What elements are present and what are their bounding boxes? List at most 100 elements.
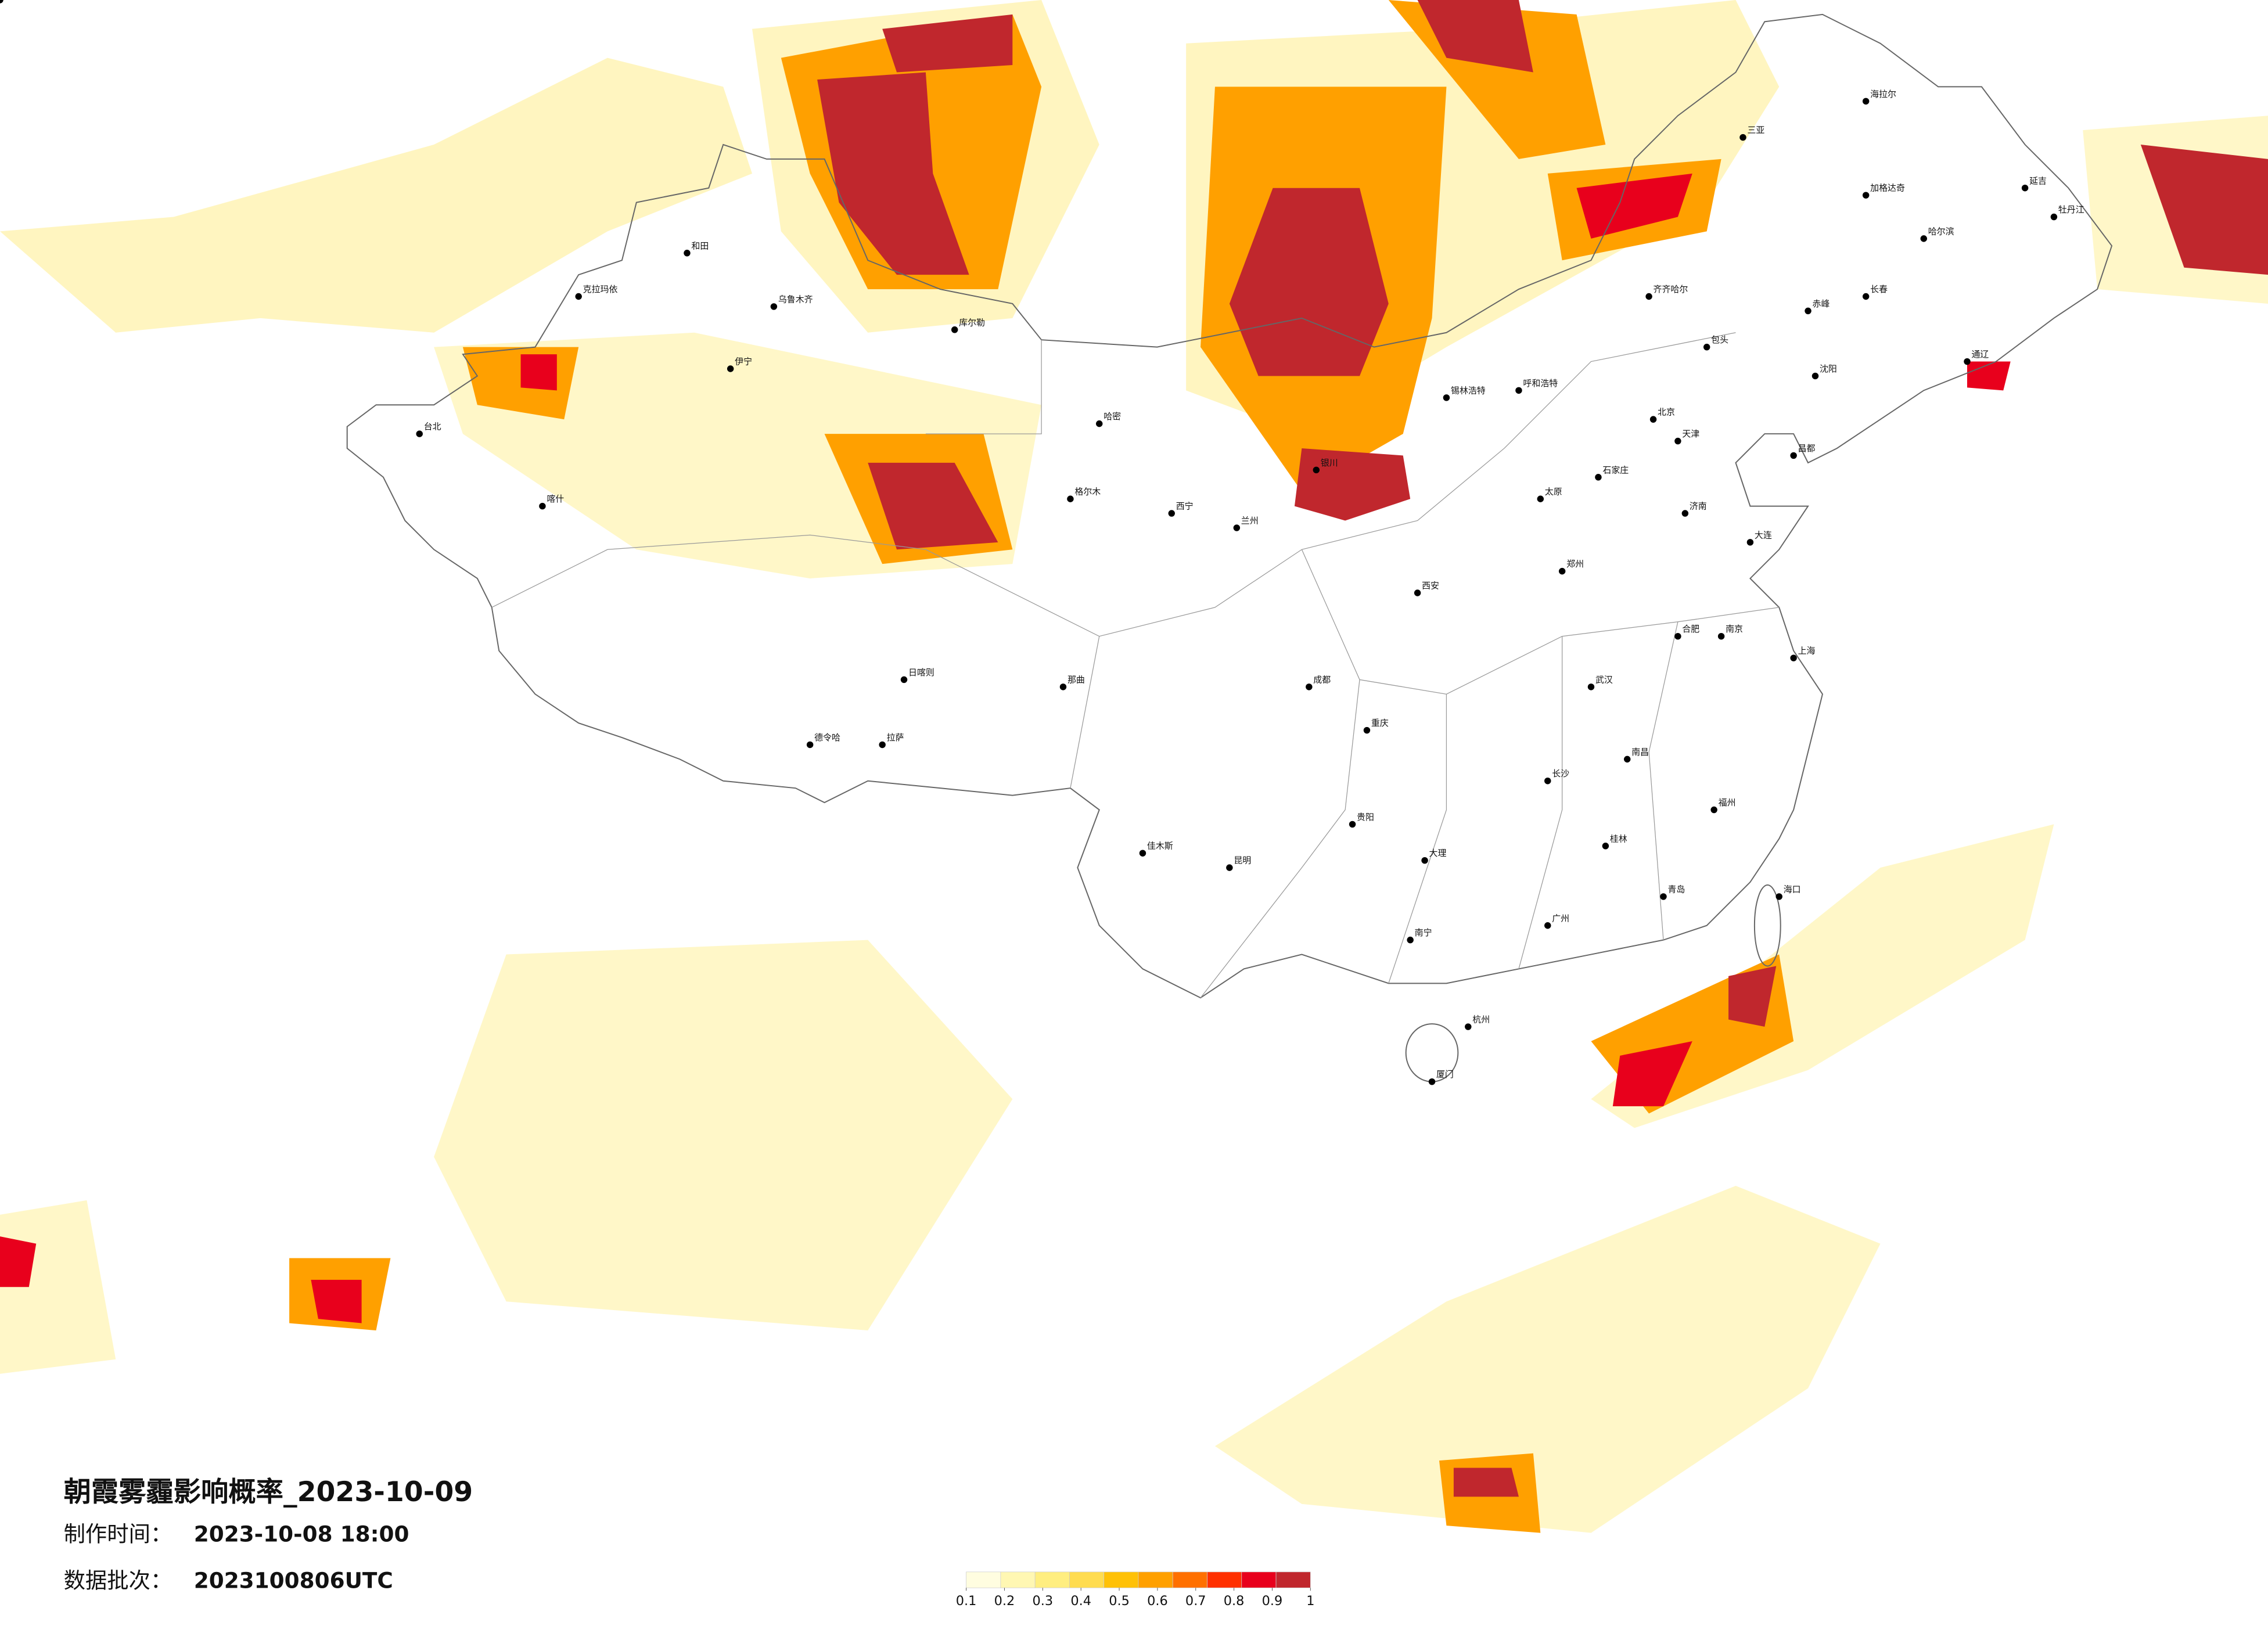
- legend-swatch: [966, 1571, 1001, 1588]
- city-dot: [1717, 632, 1725, 640]
- city-dot: [1595, 474, 1602, 481]
- city-dot: [1233, 524, 1241, 531]
- city-label: 包头: [1711, 334, 1728, 345]
- city-dot: [1624, 756, 1631, 763]
- city-label: 延吉: [2029, 175, 2047, 186]
- haze-area: [1294, 448, 1411, 521]
- city-dot: [1862, 98, 1870, 105]
- city-label: 海口: [1784, 884, 1801, 894]
- city-dot: [416, 430, 423, 437]
- city-dot: [1414, 589, 1421, 596]
- city-dot: [1421, 857, 1428, 864]
- city-dot: [1649, 416, 1657, 423]
- boundaries: [346, 13, 2113, 1082]
- city-dot: [1645, 293, 1652, 300]
- haze-area: [1417, 0, 1533, 73]
- legend-tick-label: 0.4: [1070, 1593, 1091, 1609]
- city-label: 伊宁: [735, 357, 752, 367]
- city-dot: [1862, 293, 1870, 300]
- legend-tick-label: 0.8: [1224, 1593, 1245, 1609]
- city-dot: [1226, 864, 1233, 871]
- city-label: 海拉尔: [1870, 89, 1896, 99]
- city-label: 日喀则: [908, 667, 934, 678]
- city-label: 沈阳: [1820, 364, 1837, 374]
- city-dot: [1660, 893, 1667, 900]
- city-label: 大理: [1429, 848, 1447, 858]
- city-dot: [1544, 777, 1551, 785]
- legend-tick-label: 0.9: [1262, 1593, 1283, 1609]
- legend-swatch: [1000, 1571, 1036, 1588]
- city-dot: [575, 293, 582, 300]
- city-dot: [1349, 821, 1356, 828]
- legend-swatch: [1069, 1571, 1105, 1588]
- haze-area: [1612, 1041, 1692, 1107]
- city-label: 厦门: [1436, 1069, 1454, 1080]
- haze-area: [1728, 966, 1777, 1027]
- city-label: 重庆: [1371, 718, 1389, 728]
- city-label: 合肥: [1682, 624, 1699, 634]
- city-dot: [1558, 567, 1566, 575]
- legend-swatch: [1207, 1571, 1242, 1588]
- city-dot: [0, 0, 3, 3]
- haze-area: [1214, 1185, 1881, 1533]
- city-dot: [1306, 684, 1313, 690]
- city-dot: [770, 303, 778, 310]
- map-title: 朝霞雾霾影响概率_2023-10-09: [64, 1476, 473, 1508]
- haze-field: [0, 0, 2268, 1533]
- city-label: 南京: [1726, 624, 1743, 634]
- city-dot: [1313, 466, 1320, 474]
- city-label: 青岛: [1667, 884, 1685, 894]
- legend-swatch: [1104, 1571, 1139, 1588]
- city-dot: [1537, 495, 1544, 502]
- city-dot: [879, 741, 886, 749]
- city-dot: [1096, 420, 1103, 427]
- city-label: 佳木斯: [1147, 841, 1173, 851]
- city-label: 贵阳: [1357, 812, 1374, 822]
- city-label: 哈尔滨: [1928, 226, 1954, 236]
- legend-swatch: [1275, 1571, 1311, 1588]
- city-dot: [806, 741, 814, 749]
- city-label: 长沙: [1552, 768, 1569, 779]
- haze-area: [1967, 361, 2011, 391]
- city-dot: [1681, 510, 1689, 517]
- city-label: 昆明: [1234, 855, 1251, 866]
- city-label: 昌都: [1798, 443, 1816, 454]
- legend-tick-label: 0.6: [1147, 1593, 1168, 1609]
- city-dot: [1407, 936, 1414, 944]
- haze-area: [1229, 188, 1389, 376]
- city-dot: [1674, 437, 1681, 445]
- haze-area: [868, 462, 998, 550]
- city-dot: [1674, 632, 1681, 640]
- city-label: 加格达奇: [1870, 183, 1905, 193]
- city-label: 牡丹江: [2058, 204, 2084, 215]
- city-dot: [1710, 806, 1717, 814]
- city-label: 西安: [1422, 581, 1439, 591]
- city-label: 桂林: [1610, 833, 1627, 844]
- city-label: 天津: [1682, 429, 1699, 439]
- haze-area: [0, 57, 753, 333]
- legend: 0.1 0.2 0.3 0.4 0.5 0.6 0.7 0.8 0.9 1: [956, 1571, 1314, 1609]
- city-label: 德令哈: [814, 732, 840, 743]
- city-dot: [1739, 134, 1746, 141]
- info-value: 2023-10-08 18:00: [194, 1521, 409, 1547]
- city-label: 拉萨: [887, 732, 904, 743]
- city-dot: [1363, 726, 1371, 734]
- city-dot: [1790, 654, 1797, 661]
- legend-tick-label: 0.1: [956, 1593, 977, 1609]
- city-label: 广州: [1552, 913, 1569, 923]
- city-label: 兰州: [1241, 515, 1259, 526]
- haze-area: [0, 1236, 37, 1287]
- haze-area: [2140, 145, 2268, 275]
- taiwan-border: [1753, 884, 1781, 967]
- city-label: 长春: [1870, 284, 1888, 294]
- legend-tick-label: 0.3: [1033, 1593, 1054, 1609]
- legend-swatch: [1034, 1571, 1070, 1588]
- city-dot: [1168, 510, 1175, 517]
- city-dot: [1775, 893, 1782, 900]
- city-label: 克拉玛依: [583, 284, 618, 294]
- city-label: 哈密: [1104, 411, 1121, 422]
- city-label: 通辽: [1971, 349, 1989, 359]
- city-label: 呼和浩特: [1523, 378, 1558, 388]
- city-dot: [1790, 452, 1797, 459]
- legend-swatch: [1172, 1571, 1207, 1588]
